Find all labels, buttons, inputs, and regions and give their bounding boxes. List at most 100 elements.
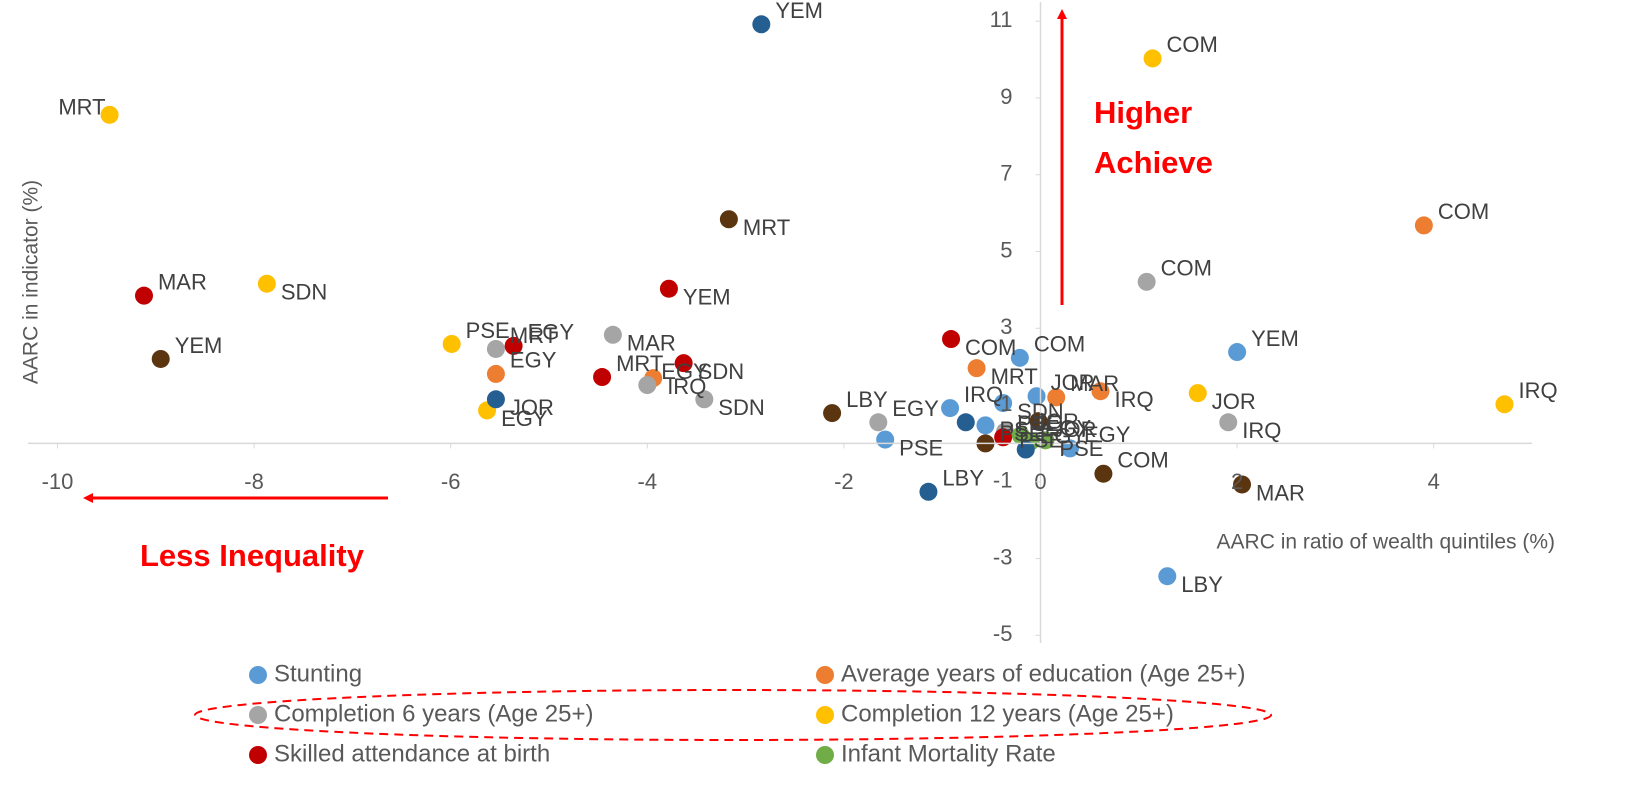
legend-label: Completion 6 years (Age 25+) — [274, 700, 594, 727]
point — [1233, 475, 1252, 494]
point-label: LBY — [942, 466, 984, 491]
legend-swatch — [249, 746, 267, 764]
point — [1495, 395, 1514, 414]
point-label: JOR — [1053, 417, 1097, 442]
point — [1188, 384, 1207, 403]
point-label: JOR — [1051, 370, 1095, 395]
point — [1219, 413, 1238, 432]
point-label: PSE — [466, 318, 510, 343]
point — [1094, 464, 1113, 483]
point-label: MRT — [510, 323, 557, 348]
legend-swatch — [816, 666, 834, 684]
point — [967, 359, 986, 378]
point — [486, 339, 505, 358]
plot-area — [100, 15, 1514, 586]
point-label: EGY — [1084, 422, 1131, 447]
y-tick-label: -5 — [993, 621, 1013, 646]
annotation: Higher Achieve — [1094, 95, 1213, 180]
point — [941, 399, 960, 418]
point-label: MRT — [991, 364, 1038, 389]
y-tick-label: 3 — [1000, 314, 1012, 339]
point — [956, 413, 975, 432]
y-tick-label: 1 — [1000, 391, 1012, 416]
point-label: MAR — [158, 269, 207, 294]
point — [659, 279, 678, 298]
point — [919, 482, 938, 501]
point-label: IRQ — [667, 374, 706, 399]
point-label: COM — [1161, 256, 1212, 281]
legend-swatch — [249, 666, 267, 684]
y-tick-label: 7 — [1000, 161, 1012, 186]
point — [486, 390, 505, 409]
point-label: LBY — [846, 387, 888, 412]
point-label: IRQ — [1114, 387, 1153, 412]
point — [638, 376, 657, 395]
point-label: YEM — [683, 285, 731, 310]
x-tick-label: -10 — [42, 469, 74, 494]
point-label: COM — [965, 335, 1016, 360]
point-label: YEM — [175, 333, 223, 358]
point-label: PSE — [1019, 427, 1063, 452]
point — [976, 416, 995, 435]
point — [994, 394, 1013, 413]
point-label: EGY — [892, 396, 939, 421]
y-tick-label: 11 — [990, 7, 1013, 32]
point-label: PSE — [1059, 436, 1103, 461]
point — [1016, 440, 1035, 459]
point-label: PSE — [1017, 411, 1061, 436]
point-label: MAR — [1070, 371, 1119, 396]
point — [134, 286, 153, 305]
point-label: JOR — [1035, 409, 1079, 434]
point-label: YEM — [1251, 326, 1299, 351]
point — [695, 390, 714, 409]
point — [1137, 272, 1156, 291]
y-tick-label: -1 — [993, 468, 1013, 493]
point — [603, 325, 622, 344]
x-tick-label: -4 — [638, 469, 658, 494]
legend-swatch — [816, 706, 834, 724]
point — [869, 413, 888, 432]
x-tick-label: -2 — [834, 469, 854, 494]
point — [876, 430, 895, 449]
annotation: Less Inequality — [140, 538, 365, 573]
point-label: SDN — [281, 280, 327, 305]
point-label: IRQ — [964, 382, 1003, 407]
point-label: MRT — [58, 95, 105, 120]
legend-label: Infant Mortality Rate — [841, 740, 1056, 767]
x-tick-label: -8 — [244, 469, 264, 494]
point-label: EGY — [1045, 415, 1092, 440]
point-label: EGY — [661, 359, 708, 384]
point — [1010, 348, 1029, 367]
point — [1047, 388, 1066, 407]
point — [100, 105, 119, 124]
point-label: COM — [1167, 32, 1218, 57]
point — [1228, 343, 1247, 362]
point-label: PSE — [999, 421, 1043, 446]
legend-swatch — [816, 746, 834, 764]
point-label: COM — [1117, 448, 1168, 473]
point-label: PSE — [899, 435, 943, 460]
x-axis-title: AARC in ratio of wealth quintiles (%) — [1217, 531, 1555, 554]
point-label: PSE — [999, 417, 1043, 442]
point — [442, 334, 461, 353]
point — [1091, 382, 1110, 401]
point — [257, 274, 276, 293]
point — [719, 210, 738, 229]
point-label: IRQ — [1518, 378, 1557, 403]
point-label: EGY — [1040, 423, 1087, 448]
point-label: MAR — [627, 331, 676, 356]
point — [1029, 412, 1048, 431]
point — [752, 15, 771, 34]
point — [674, 354, 693, 373]
legend-label: Stunting — [274, 660, 362, 687]
point-label: COM — [1034, 332, 1085, 357]
point-label: EGY — [510, 348, 557, 373]
legend-label: Average years of education (Age 25+) — [841, 660, 1245, 687]
point — [486, 364, 505, 383]
point-label: JOR — [510, 395, 554, 420]
y-tick-label: 5 — [1000, 237, 1012, 262]
point — [823, 404, 842, 423]
x-tick-label: 2 — [1231, 469, 1243, 494]
point-label: SDN — [698, 359, 744, 384]
